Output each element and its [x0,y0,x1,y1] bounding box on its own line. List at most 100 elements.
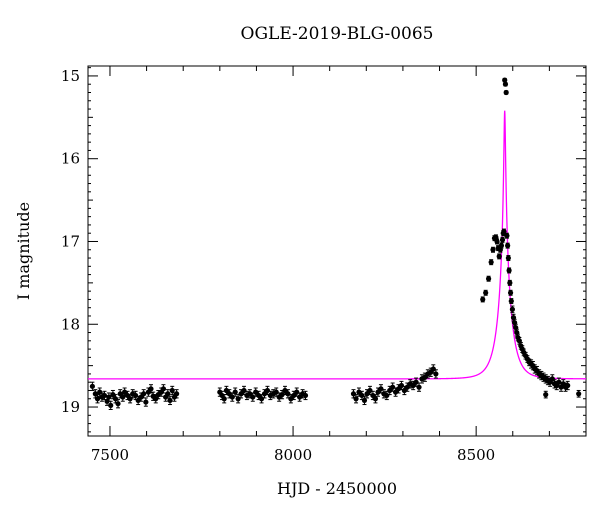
plot-area: 7500 8000 8500 15 16 17 18 19 [61,65,587,464]
data-point [507,289,514,296]
chart-title: OGLE-2019-BLG-0065 [241,24,434,44]
point-marker [433,371,439,377]
point-marker [359,392,365,399]
point-marker [235,396,241,402]
data-point [302,390,309,401]
point-marker [89,383,95,389]
point-marker [483,290,489,296]
data-point [503,89,509,96]
data-point [505,255,511,262]
data-point [361,395,368,406]
model-curve [88,110,586,380]
data-point [510,313,517,322]
data-point [353,394,359,404]
data-point [502,81,509,87]
y-tick-label: 17 [61,232,80,250]
y-tick-label: 19 [61,398,80,416]
data-point [505,242,511,249]
point-marker [241,387,247,394]
point-marker [576,391,582,397]
point-marker [127,396,133,402]
data-point [498,242,505,249]
data-point [507,279,513,286]
point-marker [508,298,514,304]
data-point [108,400,114,411]
point-marker [353,396,359,402]
y-ticks: 15 16 17 18 19 [61,67,586,433]
point-marker [413,379,419,385]
point-marker [505,255,511,261]
data-point [514,328,520,337]
point-marker [258,396,265,402]
y-axis-label: I magnitude [14,202,33,300]
point-marker [494,238,500,245]
point-marker [160,386,167,392]
point-marker [507,280,513,286]
data-point [169,385,175,396]
point-marker [115,401,121,407]
point-marker [133,392,139,399]
data-point [565,380,571,391]
point-marker [505,243,511,249]
point-marker [110,392,116,398]
point-marker [398,382,405,389]
data-point [490,246,496,253]
data-point [504,232,510,239]
point-marker [94,396,101,402]
point-marker [384,392,390,399]
data-point [148,384,154,394]
point-marker [502,77,508,83]
point-marker [221,396,227,402]
data-point [496,253,502,260]
point-marker [153,396,159,402]
point-marker [148,386,154,392]
point-marker [232,389,238,395]
point-marker [302,392,309,399]
data-point [480,296,486,303]
point-marker [504,233,510,239]
data-point [508,298,514,305]
point-marker [499,237,506,243]
data-point [167,395,173,406]
point-marker [167,397,173,404]
data-point [258,394,265,404]
point-marker [361,397,368,404]
point-marker [143,399,149,405]
data-point [413,377,419,387]
point-marker [279,392,285,398]
x-tick-label: 8500 [457,446,495,464]
data-point [350,389,357,399]
data-point [494,238,500,245]
point-marker [507,290,514,296]
point-marker [498,243,505,249]
data-point [576,389,582,398]
point-marker [174,391,180,397]
point-marker [294,389,300,395]
data-point [506,267,512,274]
point-marker [165,391,171,397]
data-point [509,305,515,314]
x-axis-label: HJD - 2450000 [277,479,397,498]
point-marker [350,391,357,397]
x-tick-label: 8000 [274,446,312,464]
data-point [279,389,285,400]
data-point [483,289,489,296]
point-marker [543,392,549,398]
point-marker [565,382,571,389]
data-point [433,369,439,379]
y-tick-label: 16 [61,150,80,168]
data-point [165,389,171,399]
data-point [488,259,494,266]
point-marker [264,387,271,394]
point-marker [367,387,373,394]
point-marker [141,391,147,397]
point-marker [490,247,496,253]
point-marker [229,394,235,400]
point-marker [106,394,112,400]
point-marker [496,253,502,259]
data-point [372,394,379,404]
point-marker [485,276,492,282]
point-marker [506,267,512,274]
data-point [160,384,167,394]
